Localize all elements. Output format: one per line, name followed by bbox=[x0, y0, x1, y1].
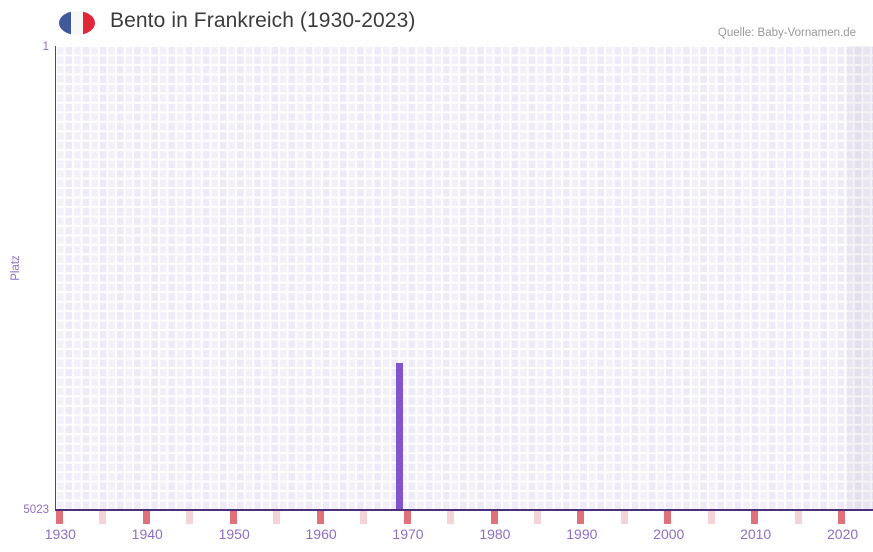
x-tick-1980 bbox=[490, 511, 498, 524]
shaded-region bbox=[846, 46, 873, 510]
x-axis-label-1930: 1930 bbox=[44, 526, 76, 542]
x-tick-2010 bbox=[751, 511, 759, 524]
x-axis-label-1990: 1990 bbox=[566, 526, 598, 542]
plot-area bbox=[56, 46, 873, 510]
bar-1969[interactable] bbox=[395, 362, 403, 510]
x-tick-1940 bbox=[142, 511, 150, 524]
x-tick-1960 bbox=[316, 511, 324, 524]
x-tick-2020 bbox=[838, 511, 846, 524]
x-axis-label-1950: 1950 bbox=[218, 526, 250, 542]
chart-header: Bento in Frankreich (1930-2023) Quelle: … bbox=[0, 0, 873, 44]
x-tick-1985 bbox=[534, 511, 542, 524]
x-tick-2015 bbox=[794, 511, 802, 524]
x-tick-1965 bbox=[360, 511, 368, 524]
flag-stripe-red bbox=[82, 11, 95, 35]
x-axis-line bbox=[55, 509, 873, 511]
flag-stripe-white bbox=[70, 11, 83, 35]
x-axis-label-1970: 1970 bbox=[392, 526, 424, 542]
france-flag-icon bbox=[59, 11, 95, 35]
page-title: Bento in Frankreich (1930-2023) bbox=[110, 9, 416, 32]
grid-banding bbox=[56, 46, 873, 510]
x-axis-label-1980: 1980 bbox=[479, 526, 511, 542]
x-axis-label-1960: 1960 bbox=[305, 526, 337, 542]
x-axis-label-1940: 1940 bbox=[131, 526, 163, 542]
x-tick-1970 bbox=[403, 511, 411, 524]
x-tick-1955 bbox=[273, 511, 281, 524]
x-tick-1935 bbox=[99, 511, 107, 524]
flag-stripe-blue bbox=[59, 11, 71, 35]
y-axis-tick-bottom: 5023 bbox=[23, 504, 49, 516]
y-axis-title: Platz bbox=[10, 255, 22, 281]
y-axis-tick-top: 1 bbox=[42, 41, 49, 53]
x-tick-1995 bbox=[620, 511, 628, 524]
x-axis-label-2000: 2000 bbox=[653, 526, 685, 542]
x-tick-2000 bbox=[664, 511, 672, 524]
x-tick-2005 bbox=[707, 511, 715, 524]
x-tick-1930 bbox=[56, 511, 63, 524]
x-axis-label-2020: 2020 bbox=[827, 526, 859, 542]
x-tick-1945 bbox=[186, 511, 194, 524]
x-tick-1950 bbox=[229, 511, 237, 524]
x-axis-label-2010: 2010 bbox=[740, 526, 772, 542]
x-tick-1975 bbox=[447, 511, 455, 524]
source-attribution: Quelle: Baby-Vornamen.de bbox=[717, 27, 856, 39]
x-tick-1990 bbox=[577, 511, 585, 524]
